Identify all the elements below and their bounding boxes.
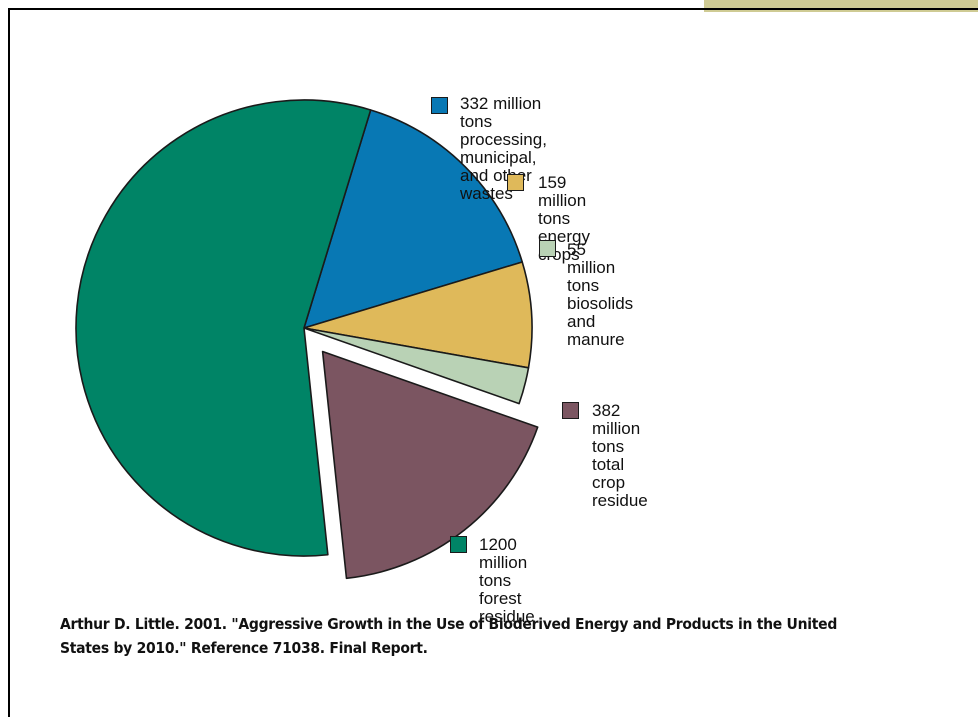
legend-label-wastes: 332 million tons processing, municipal, … [460,94,547,203]
legend-swatch-crop-residue [562,402,579,419]
pie-slice-crop-residue [321,350,539,580]
legend-swatch-energy-crops [507,174,524,191]
legend-label-crop-residue: 382 million tons total crop residue [592,401,648,510]
citation: Arthur D. Little. 2001. "Aggressive Grow… [60,615,838,657]
chart-frame [8,8,978,717]
legend-label-biosolids: 55 million tons biosolids and manure [567,240,634,349]
legend-swatch-wastes [431,97,448,114]
pie-slice-energy-crops [303,261,533,369]
pie-slice-forest-residue [75,99,372,557]
pie-slice-wastes [303,109,524,329]
legend-label-forest-residue: 1200 million tons forest residue [479,535,535,626]
pie-slice-biosolids [303,327,530,405]
legend-swatch-forest-residue [450,536,467,553]
legend-swatch-biosolids [539,240,556,257]
